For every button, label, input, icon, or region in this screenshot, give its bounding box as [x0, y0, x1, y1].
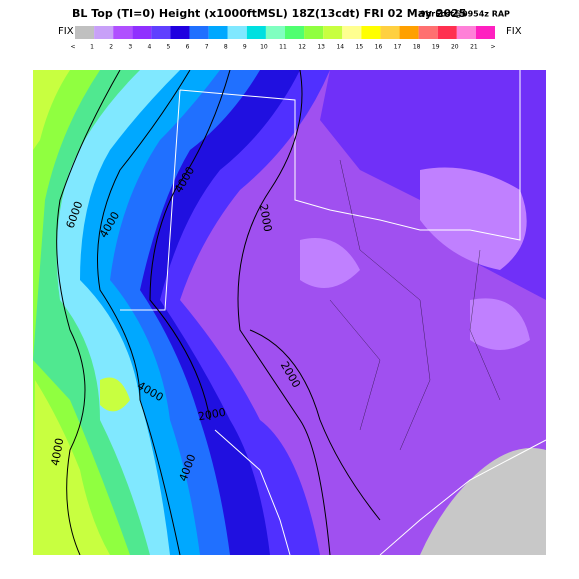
legend-swatch	[151, 26, 171, 39]
color-legend: <1 2 3 4 5 6 7 8 9 10 11 12 13 14 15 16 17 18 19 20 21 >	[70, 26, 496, 51]
legend-label: 11	[279, 44, 287, 51]
legend-label: 5	[167, 44, 171, 51]
terrain-lines	[329, 159, 501, 451]
legend-swatch	[208, 26, 228, 39]
forecast-info: 9hrFcst@0954z RAP	[420, 10, 510, 19]
legend-label: 12	[298, 44, 306, 51]
legend-label: 20	[451, 44, 459, 51]
legend-swatch	[380, 26, 400, 39]
legend-label: 7	[205, 44, 209, 51]
legend-swatch	[323, 26, 343, 39]
legend-label: 14	[336, 44, 344, 51]
legend-label: 15	[356, 44, 364, 51]
legend-swatch	[361, 26, 381, 39]
field-region	[420, 448, 546, 555]
contours	[56, 70, 381, 555]
field-region	[300, 167, 530, 350]
legend-label: 4	[147, 44, 151, 51]
legend-swatch	[475, 26, 495, 39]
legend-swatch	[437, 26, 457, 39]
legend-swatch	[285, 26, 305, 39]
contour-label: 4000	[49, 437, 67, 467]
state-borders	[120, 70, 546, 555]
legend-swatch	[456, 26, 476, 39]
title: BL Top (TI=0) Height (x1000ftMSL) 18Z(13…	[72, 7, 466, 20]
legend-label: 2	[109, 44, 113, 51]
legend-swatch	[94, 26, 114, 39]
legend-swatch	[418, 26, 438, 39]
legend-label: <	[70, 44, 75, 51]
contour-label: 2000	[197, 406, 227, 424]
legend-label: 17	[394, 44, 402, 51]
legend-swatch	[189, 26, 209, 39]
legend-label: 21	[470, 44, 478, 51]
legend-swatch	[265, 26, 285, 39]
legend-swatch	[227, 26, 247, 39]
legend-label: 16	[375, 44, 383, 51]
legend-fix-right: FIX	[506, 26, 522, 37]
legend-label: 19	[432, 44, 440, 51]
legend-label: 3	[128, 44, 132, 51]
legend-fix-left: FIX	[58, 26, 74, 37]
legend-swatch	[132, 26, 152, 39]
legend-label: 9	[243, 44, 247, 51]
legend-label: 13	[317, 44, 325, 51]
legend-swatch	[304, 26, 324, 39]
legend-swatch	[113, 26, 133, 39]
legend-swatch	[75, 26, 95, 39]
legend-label: 10	[260, 44, 268, 51]
legend-label: 8	[224, 44, 228, 51]
field-region	[33, 70, 130, 555]
contour-label: 2000	[257, 203, 275, 233]
legend-label: 18	[413, 44, 421, 51]
legend-swatch	[399, 26, 419, 39]
legend-swatch	[342, 26, 362, 39]
legend-swatch	[246, 26, 266, 39]
legend-label: >	[490, 44, 495, 51]
legend-swatch	[170, 26, 190, 39]
legend-label: 1	[90, 44, 94, 51]
legend-label: 6	[186, 44, 190, 51]
